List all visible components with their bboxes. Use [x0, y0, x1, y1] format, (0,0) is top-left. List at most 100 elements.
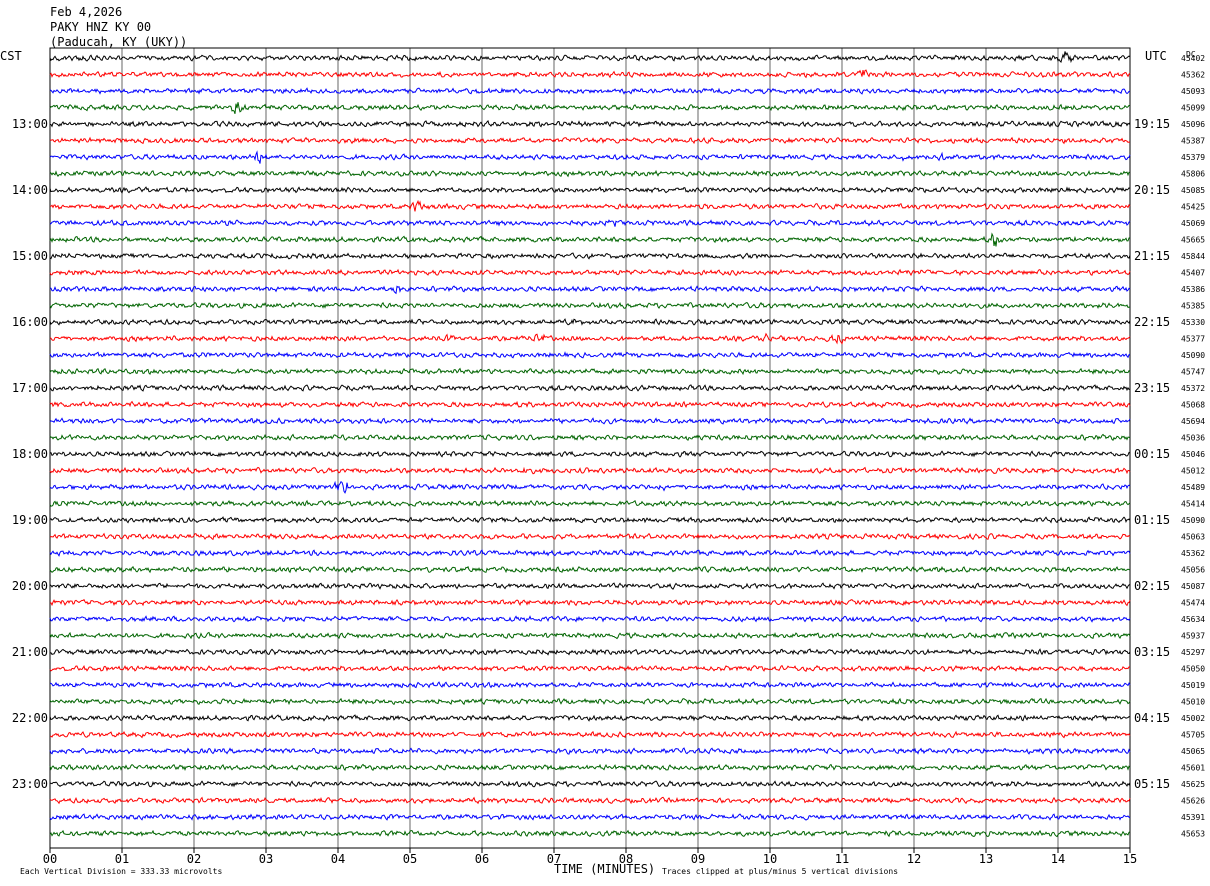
plot-date: Feb 4,2026: [50, 5, 123, 19]
dc-offset-label: 45425: [1181, 203, 1205, 212]
left-hour-label: 21:00: [12, 645, 48, 659]
station-code: PAKY HNZ KY 00: [50, 20, 152, 34]
right-hour-label: 04:15: [1134, 711, 1170, 725]
seismic-trace: [49, 730, 1131, 739]
dc-offset-label: 45096: [1181, 120, 1205, 129]
left-hour-label: 15:00: [12, 249, 48, 263]
x-tick-label: 15: [1123, 852, 1137, 866]
seismic-trace: [49, 69, 1131, 79]
dc-offset-label: 45474: [1181, 599, 1205, 608]
dc-offset-label: 45090: [1181, 351, 1205, 360]
seismic-trace: [49, 136, 1131, 145]
dc-offset-label: 45414: [1181, 500, 1205, 509]
right-hour-label: 23:15: [1134, 381, 1170, 395]
seismic-trace: [49, 450, 1131, 458]
x-tick-label: 02: [187, 852, 201, 866]
seismic-trace: [49, 829, 1131, 838]
seismic-trace: [49, 351, 1131, 359]
seismic-trace: [49, 318, 1131, 326]
seismic-trace: [49, 332, 1131, 345]
dc-offset-label: 45065: [1181, 747, 1205, 756]
right-hour-label: 01:15: [1134, 513, 1170, 527]
left-hour-label: 23:00: [12, 777, 48, 791]
seismic-trace: [49, 796, 1131, 805]
seismic-trace: [49, 400, 1131, 409]
seismic-trace: [49, 582, 1131, 590]
dc-offset-label: 45010: [1181, 698, 1205, 707]
right-hour-label: 20:15: [1134, 183, 1170, 197]
dc-offset-label: 45379: [1181, 153, 1205, 162]
dc-offset-label: 45937: [1181, 632, 1205, 641]
seismic-trace: [49, 150, 1131, 164]
seismic-trace: [49, 219, 1131, 227]
seismic-trace: [49, 466, 1131, 475]
seismic-trace: [49, 87, 1131, 95]
seismic-trace: [49, 549, 1131, 557]
dc-offset-label: 45085: [1181, 186, 1205, 195]
dc-offset-label: 45377: [1181, 335, 1205, 344]
right-hour-label: 22:15: [1134, 315, 1170, 329]
dc-offset-label: 45068: [1181, 401, 1205, 410]
left-hour-label: 18:00: [12, 447, 48, 461]
dc-offset-label: 45002: [1181, 714, 1205, 723]
seismic-trace: [49, 697, 1131, 706]
dc-offset-label: 45019: [1181, 681, 1205, 690]
dc-offset-label: 45407: [1181, 269, 1205, 278]
seismic-trace: [49, 763, 1131, 772]
dc-offset-label: 45694: [1181, 417, 1205, 426]
dc-offset-label: 45056: [1181, 566, 1205, 575]
seismic-trace: [49, 120, 1131, 128]
left-hour-label: 17:00: [12, 381, 48, 395]
seismic-trace: [49, 631, 1131, 640]
dc-offset-label: 45087: [1181, 582, 1205, 591]
dc-offset-label: 45036: [1181, 434, 1205, 443]
station-location: (Paducah, KY (UKY)): [50, 35, 188, 49]
left-hour-label: 16:00: [12, 315, 48, 329]
seismic-trace: [49, 747, 1131, 755]
seismic-trace: [49, 268, 1131, 277]
seismic-trace: [50, 780, 1131, 788]
x-tick-label: 13: [979, 852, 993, 866]
seismic-trace: [49, 813, 1131, 821]
dc-offset-label: 45634: [1181, 615, 1205, 624]
vertical-scale-note: Each Vertical Division = 333.33 microvol…: [20, 867, 223, 876]
seismic-trace: [49, 169, 1131, 178]
seismic-trace: [49, 615, 1131, 623]
x-axis-title: TIME (MINUTES): [554, 862, 656, 876]
axis-labels: 00 01 02 03 04 05 06 07 08 09 10 11 12 13 14 15 13:00 14:…: [12, 54, 1205, 866]
dc-offset-label: 45386: [1181, 285, 1205, 294]
x-tick-label: 05: [403, 852, 417, 866]
dc-offset-label: 45069: [1181, 219, 1205, 228]
dc-offset-label: 45093: [1181, 87, 1205, 96]
seismic-trace: [49, 102, 1131, 114]
x-tick-label: 01: [115, 852, 129, 866]
dc-offset-label: 45099: [1181, 104, 1205, 113]
seismic-trace: [49, 598, 1131, 607]
dc-offset-label: 45362: [1181, 71, 1205, 80]
dc-offset-label: 45391: [1181, 813, 1205, 822]
seismic-trace: [49, 252, 1131, 260]
dc-offset-label: 45090: [1181, 516, 1205, 525]
x-tick-label: 10: [763, 852, 777, 866]
seismic-trace: [49, 186, 1131, 194]
left-hour-label: 20:00: [12, 579, 48, 593]
seismic-trace: [49, 285, 1131, 295]
seismic-trace: [49, 681, 1131, 689]
dc-offset-label: 45046: [1181, 450, 1205, 459]
x-tick-label: 06: [475, 852, 489, 866]
seismic-traces: [49, 51, 1131, 838]
seismic-trace: [49, 199, 1131, 212]
dc-offset-label: 45385: [1181, 302, 1205, 311]
x-tick-label: 08: [619, 852, 633, 866]
right-hour-label: 19:15: [1134, 117, 1170, 131]
dc-offset-label: 45625: [1181, 780, 1205, 789]
seismic-trace: [49, 51, 1131, 64]
dc-offset-label: 45372: [1181, 384, 1205, 393]
seismic-trace: [49, 384, 1131, 392]
dc-offset-label: 45626: [1181, 797, 1205, 806]
seismic-trace: [49, 664, 1131, 673]
time-grid: [49, 47, 1131, 849]
dc-offset-label: 45601: [1181, 764, 1205, 773]
x-tick-label: 07: [547, 852, 561, 866]
